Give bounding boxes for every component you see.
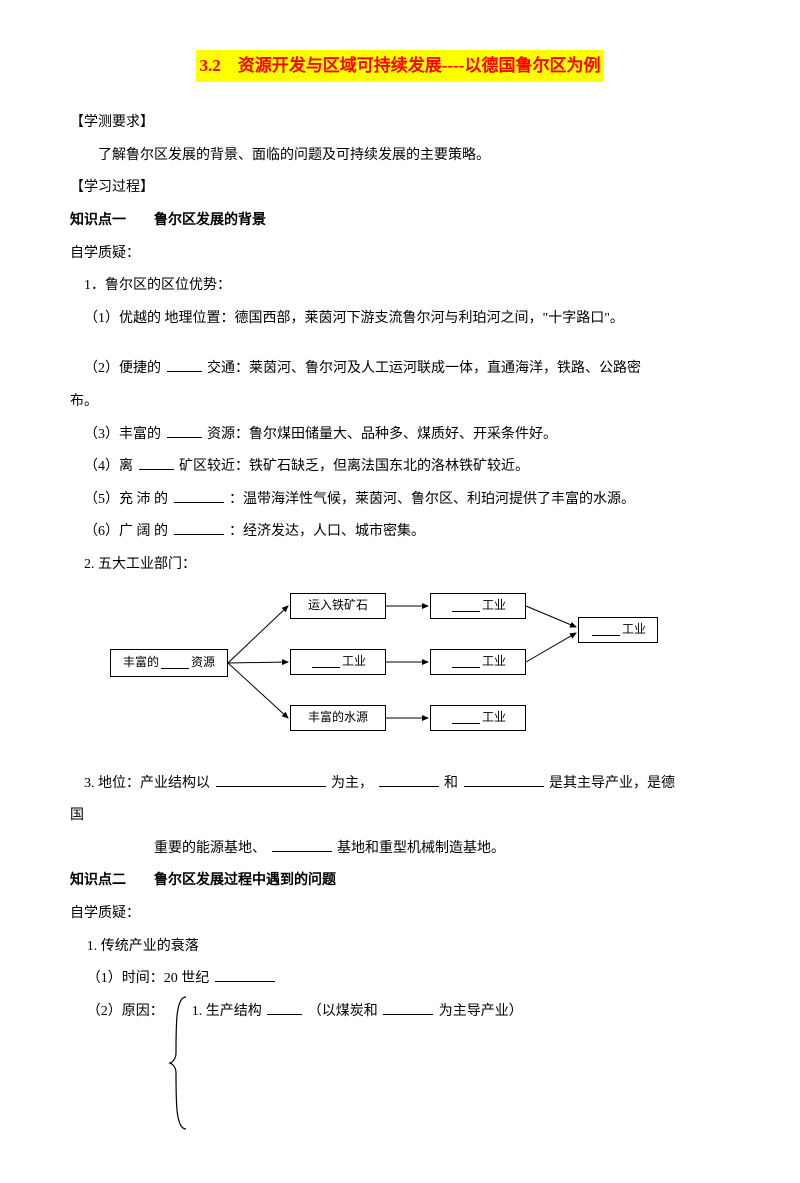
text: （2）便捷的: [84, 361, 161, 376]
para-3-cont2: 重要的能源基地、 基地和重型机械制造基地。: [70, 836, 730, 863]
text: （1）优越的 地理位置：德国西部，莱茵河下游支流鲁尔河与利珀河之间，"十字路口"…: [84, 311, 624, 326]
self-question-1: 自学质疑：: [70, 241, 730, 268]
blank: [139, 455, 174, 470]
text: 资源：鲁尔煤田储量大、品种多、煤质好、开采条件好。: [207, 427, 557, 442]
text: 丰富的水源: [308, 706, 368, 729]
flow-node-out: 工业: [578, 617, 658, 643]
text: 工业: [482, 594, 506, 617]
text: 重要的能源基地、: [154, 841, 266, 856]
text: （6）广 阔 的: [84, 524, 168, 539]
blank: [272, 837, 332, 852]
text: 交通：莱茵河、鲁尔河及人工运河联成一体，直通海洋，铁路、公路密: [207, 361, 641, 376]
text: 工业: [342, 650, 366, 673]
text: 和: [444, 776, 458, 791]
text: （1）时间：20 世纪: [87, 971, 210, 986]
blank: [464, 772, 544, 787]
blank: [452, 711, 480, 724]
title-wrap: 3.2 资源开发与区域可持续发展----以德国鲁尔区为例: [70, 50, 730, 98]
brace-icon: [168, 993, 192, 1133]
para-1-6: （6）广 阔 的 ：经济发达，人口、城市密集。: [70, 519, 730, 546]
para-3: 3. 地位：产业结构以 为主， 和 是其主导产业，是德: [70, 771, 730, 798]
page: 3.2 资源开发与区域可持续发展----以德国鲁尔区为例 【学测要求】 了解鲁尔…: [0, 0, 800, 1183]
process-header: 【学习过程】: [70, 175, 730, 202]
blank: [383, 1000, 433, 1015]
requirements-header: 【学测要求】: [70, 110, 730, 137]
blank: [174, 520, 224, 535]
text: ：经济发达，人口、城市密集。: [229, 524, 425, 539]
blank: [452, 599, 480, 612]
text: 1. 生产结构: [192, 1004, 262, 1019]
text: 工业: [482, 650, 506, 673]
text: 是其主导产业，是德: [549, 776, 675, 791]
text: 为主，: [331, 776, 373, 791]
blank: [452, 655, 480, 668]
q1-1: （1）时间：20 世纪: [70, 966, 730, 993]
blank: [161, 656, 189, 669]
q1: 1. 传统产业的衰落: [70, 934, 730, 961]
reason-row: （2）原因： 1. 生产结构 （以煤炭和 为主导产业）: [70, 999, 730, 1133]
text: 矿区较近：铁矿石缺乏，但离法国东北的洛林铁矿较近。: [179, 459, 529, 474]
blank: [312, 655, 340, 668]
para-2: 2. 五大工业部门：: [70, 552, 730, 579]
text: 工业: [622, 618, 646, 641]
text: 基地和重型机械制造基地。: [337, 841, 505, 856]
para-3-cont: 国: [70, 803, 730, 830]
para-1-2: （2）便捷的 交通：莱茵河、鲁尔河及人工运河联成一体，直通海洋，铁路、公路密: [70, 356, 730, 383]
text: 运入铁矿石: [308, 594, 368, 617]
blank: [174, 488, 224, 503]
para-1-5: （5）充 沛 的 ：温带海洋性气候，莱茵河、鲁尔区、利珀河提供了丰富的水源。: [70, 487, 730, 514]
flow-node-source: 丰富的 资源: [110, 649, 228, 677]
flow-node-mid: 工业: [430, 649, 526, 675]
blank: [216, 772, 326, 787]
para-1-4: （4）离 矿区较近：铁矿石缺乏，但离法国东北的洛林铁矿较近。: [70, 454, 730, 481]
blank: [167, 423, 202, 438]
text: 资源: [191, 651, 215, 674]
flow-node-iron: 运入铁矿石: [290, 593, 386, 619]
flow-node-bot: 工业: [430, 705, 526, 731]
text: 3. 地位：产业结构以: [84, 776, 210, 791]
knowledge-point-1: 知识点一 鲁尔区发展的背景: [70, 208, 730, 235]
self-question-2: 自学质疑：: [70, 901, 730, 928]
blank: [215, 967, 275, 982]
text: （4）离: [84, 459, 133, 474]
blank: [267, 1000, 302, 1015]
text: （5）充 沛 的: [84, 492, 168, 507]
text: 工业: [482, 706, 506, 729]
blank: [167, 357, 202, 372]
reason-label: （2）原因：: [70, 999, 164, 1026]
flow-node-top: 工业: [430, 593, 526, 619]
blank: [592, 623, 620, 636]
para-1-3: （3）丰富的 资源：鲁尔煤田储量大、品种多、煤质好、开采条件好。: [70, 422, 730, 449]
knowledge-point-2: 知识点二 鲁尔区发展过程中遇到的问题: [70, 868, 730, 895]
reason-content: 1. 生产结构 （以煤炭和 为主导产业）: [192, 999, 523, 1026]
blank: [379, 772, 439, 787]
flowchart: 丰富的 资源 运入铁矿石 工业 丰富的水源 工业 工业 工业 工业: [110, 587, 670, 747]
text: 丰富的: [123, 651, 159, 674]
requirements-body: 了解鲁尔区发展的背景、面临的问题及可持续发展的主要策略。: [70, 143, 730, 170]
flow-node-water: 丰富的水源: [290, 705, 386, 731]
text: （3）丰富的: [84, 427, 161, 442]
para-1-1: （1）优越的 地理位置：德国西部，莱茵河下游支流鲁尔河与利珀河之间，"十字路口"…: [70, 306, 730, 333]
para-1: 1．鲁尔区的区位优势：: [70, 273, 730, 300]
page-title: 3.2 资源开发与区域可持续发展----以德国鲁尔区为例: [196, 50, 605, 82]
para-1-2-cont: 布。: [70, 389, 730, 416]
text: ：温带海洋性气候，莱茵河、鲁尔区、利珀河提供了丰富的水源。: [229, 492, 635, 507]
text: 为主导产业）: [439, 1004, 523, 1019]
flow-node-mid2: 工业: [290, 649, 386, 675]
text: （以煤炭和: [308, 1004, 378, 1019]
